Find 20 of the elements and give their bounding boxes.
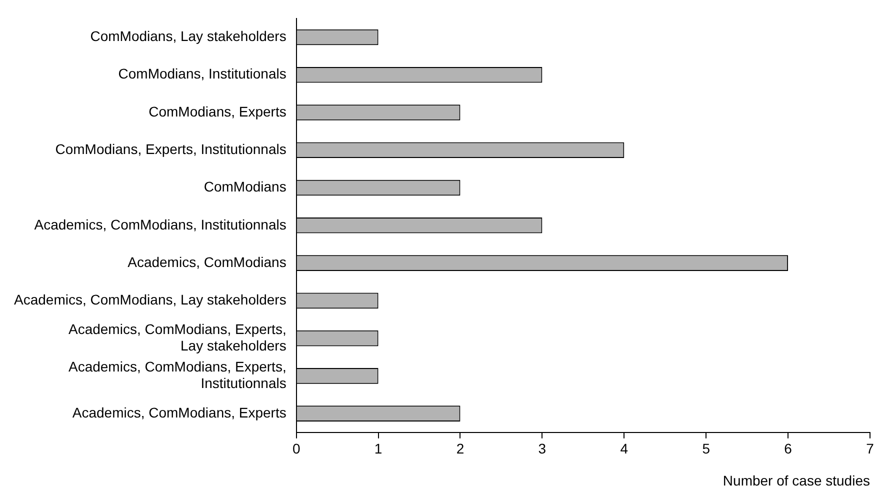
x-tick-label: 5 xyxy=(702,440,710,457)
y-tick-label: ComModians, Experts xyxy=(148,103,286,120)
x-tick-label: 0 xyxy=(292,440,300,457)
y-tick-label: ComModians, Experts, Institutionnals xyxy=(55,140,286,157)
y-tick-label: ComModians xyxy=(204,178,286,195)
x-tick-label: 3 xyxy=(538,440,546,457)
x-tick-label: 6 xyxy=(784,440,792,457)
y-tick-label: ComModians, Institutionals xyxy=(118,66,286,82)
x-axis-title: Number of case studies xyxy=(722,472,870,488)
y-tick-label: Academics, ComModians, Institutionnals xyxy=(34,216,286,232)
x-tick-label: 2 xyxy=(456,440,464,457)
y-tick-label: Academics, ComModians, Experts, Institutionnals xyxy=(68,358,286,392)
y-tick-label: ComModians, Lay stakeholders xyxy=(90,28,286,44)
x-tick-label: 4 xyxy=(620,440,628,457)
y-tick-label: Academics, ComModians, Experts, Lay stakeholders xyxy=(68,320,286,354)
y-tick-label: Academics, ComModians xyxy=(128,254,286,270)
y-tick-label: Academics, ComModians, Lay stakeholders xyxy=(14,292,286,308)
x-tick-label: 1 xyxy=(374,440,382,457)
x-tick-label: 7 xyxy=(866,440,874,457)
y-tick-label: Academics, ComModians, Experts xyxy=(72,404,286,420)
